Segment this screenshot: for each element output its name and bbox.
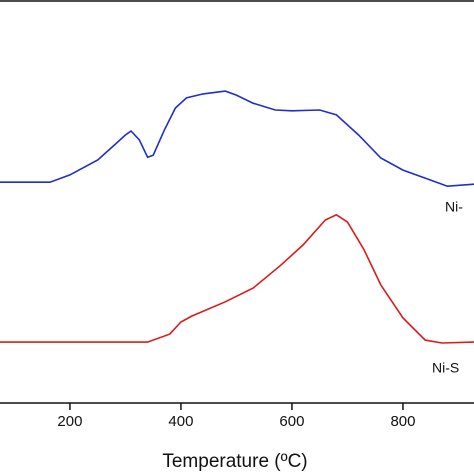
x-tick-label: 400	[168, 413, 193, 430]
x-tick-label: 200	[57, 413, 82, 430]
line-series	[0, 213, 474, 344]
x-axis-label: Temperature (ºC)	[162, 451, 307, 472]
x-tick-label: 600	[279, 413, 304, 430]
line-series	[0, 90, 474, 188]
x-tick-label: 800	[390, 413, 415, 430]
annotation: Ni-	[445, 199, 463, 215]
annotation: Ni-S	[432, 360, 459, 376]
